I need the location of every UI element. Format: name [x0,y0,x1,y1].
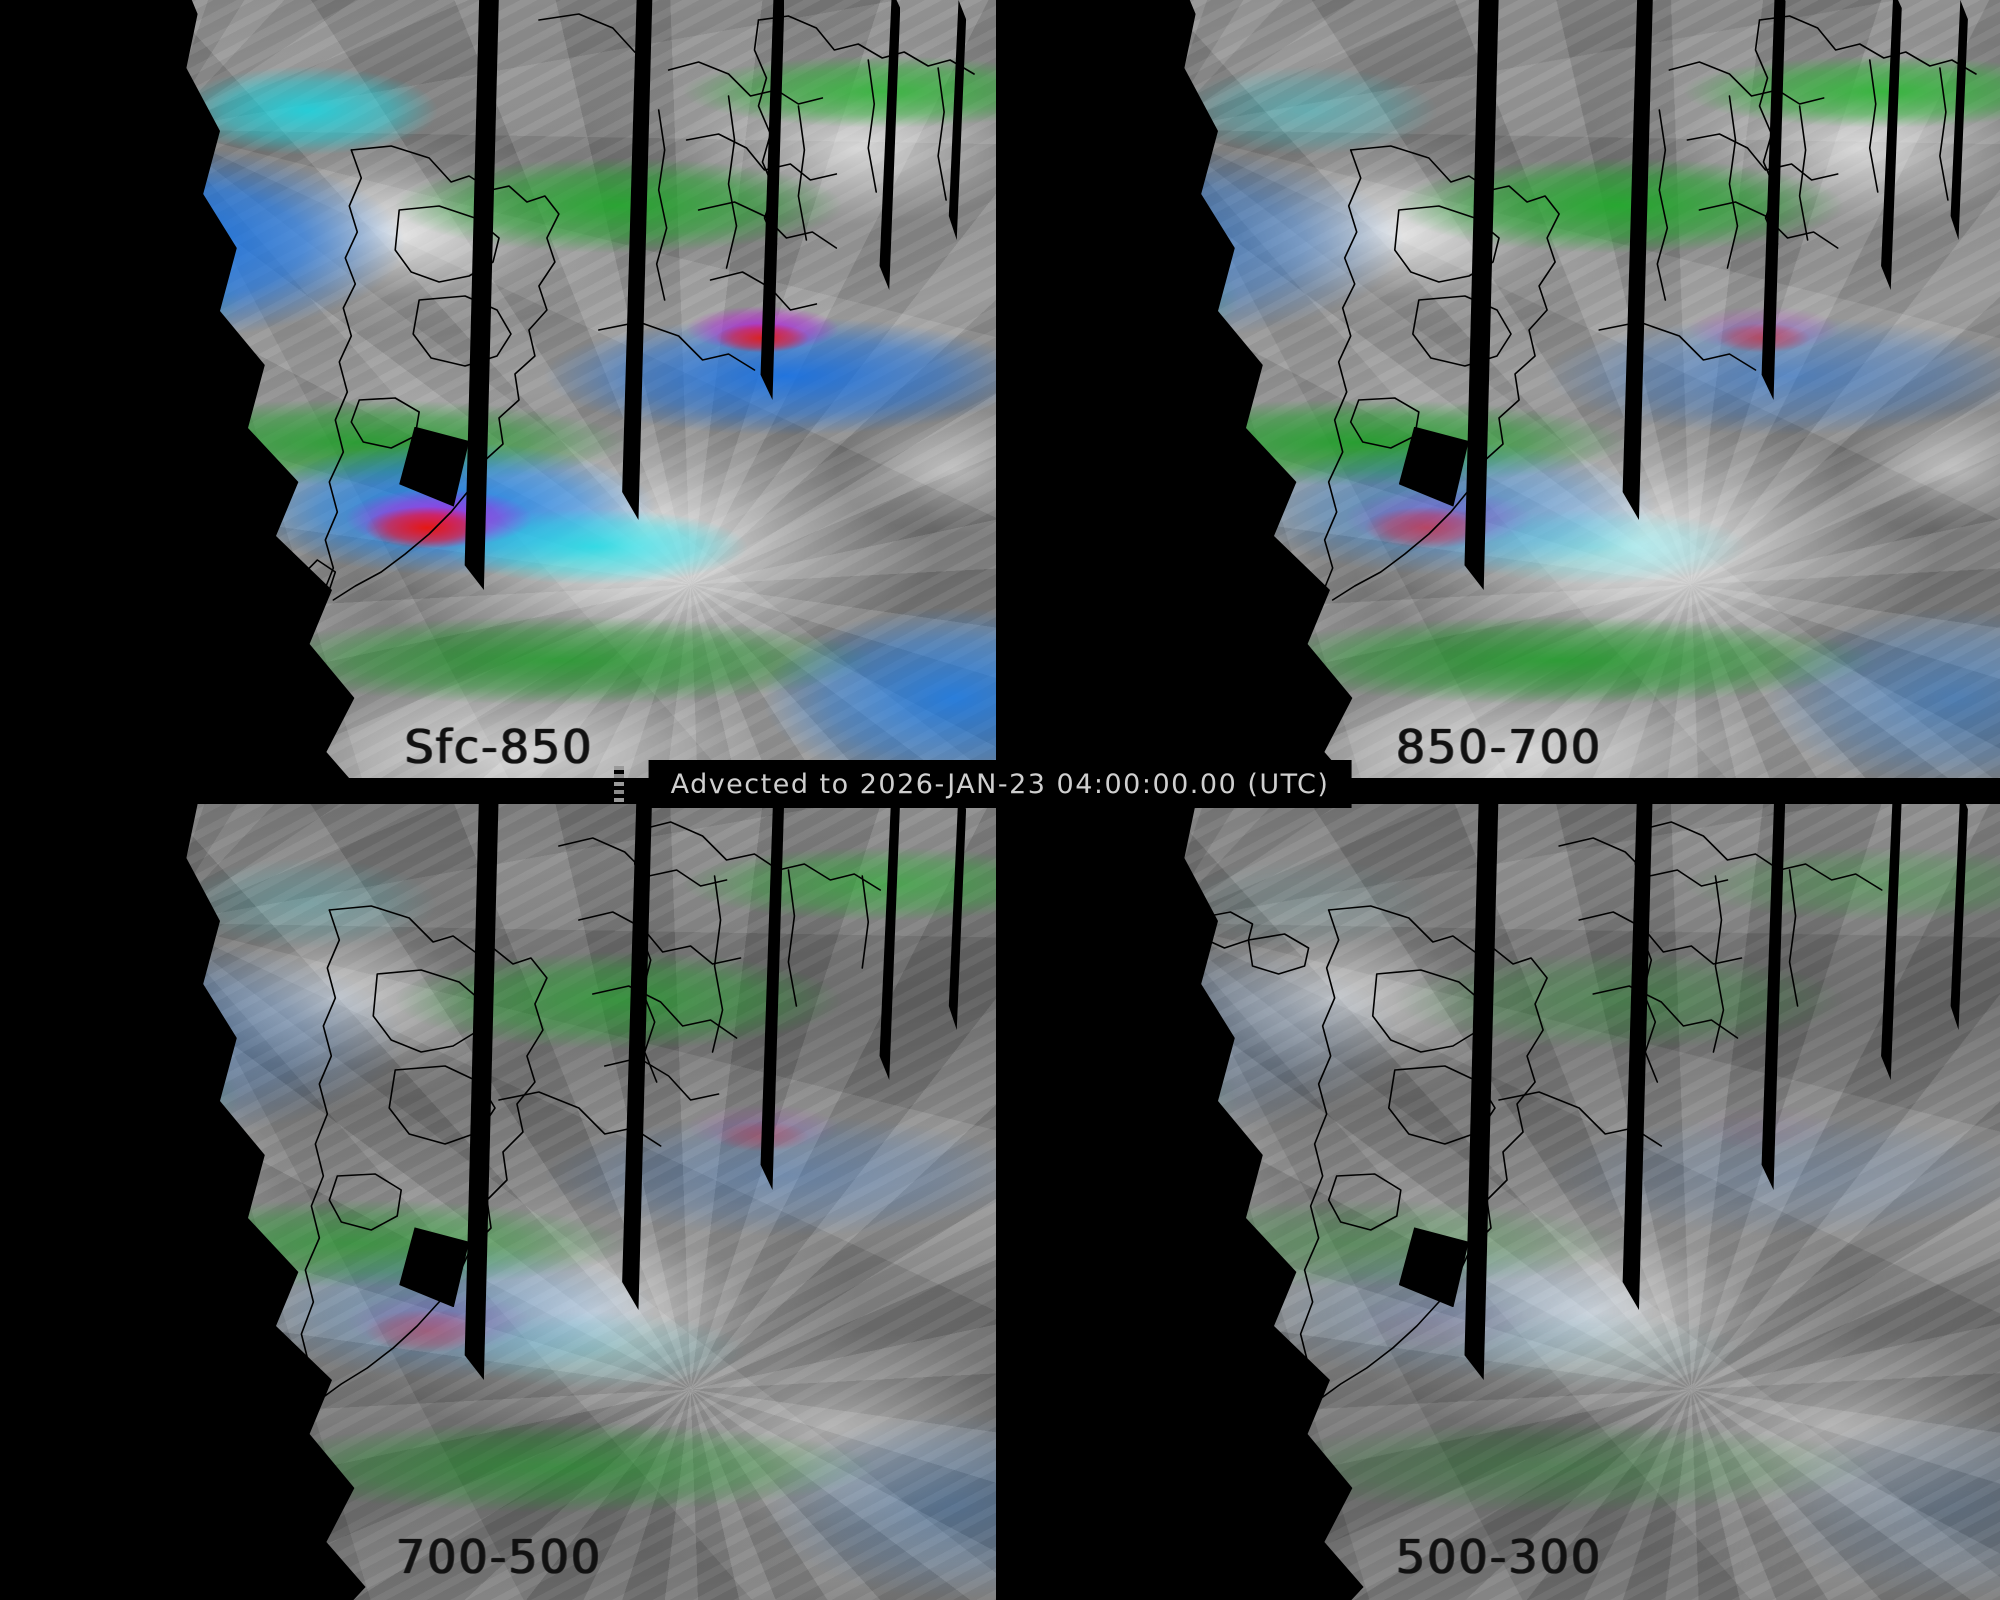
satellite-scan-gap [1761,0,1786,400]
panel-sfc-850[interactable]: Sfc-850 [0,0,998,790]
colorbar-tick-stub [614,766,624,804]
satellite-scan-gap [879,0,901,290]
satellite-scan-gap [1464,0,1499,590]
panel-850-700-canvas [998,0,2000,790]
satellite-scan-gap [622,790,653,1310]
panel-sfc-850-canvas [0,0,998,790]
panel-label-500-300: 500-300 [1395,1530,1603,1584]
satellite-scan-gap [879,790,901,1080]
satellite-scan-gap [1622,0,1654,520]
satellite-scan-gap [1398,1227,1469,1308]
satellite-scan-gap [1761,790,1786,1190]
panel-label-850-700: 850-700 [1395,720,1603,774]
satellite-scan-gap [948,790,967,1030]
satellite-scan-gap [399,1227,470,1308]
night-limb-mask [0,0,366,790]
satellite-scan-gap [464,790,500,1380]
panel-850-700[interactable]: 850-700 [998,0,2000,790]
panel-label-700-500: 700-500 [395,1530,603,1584]
satellite-scan-gap [1950,0,1968,240]
advection-time-banner: Advected to 2026-JAN-23 04:00:00.00 (UTC… [648,760,1352,808]
panel-700-500-canvas [0,790,998,1600]
panel-700-500[interactable]: 700-500 [0,790,998,1600]
satellite-scan-gap [622,0,653,520]
satellite-scan-gap [464,0,500,590]
satellite-scan-gap [948,0,967,240]
advection-time-text: Advected to 2026-JAN-23 04:00:00.00 (UTC… [670,768,1330,800]
satellite-scan-gap [1950,790,1968,1030]
panel-label-sfc-850: Sfc-850 [404,720,594,774]
satellite-scan-gap [1881,790,1902,1080]
night-limb-mask [0,790,366,1600]
night-limb-mask [998,0,1364,790]
satellite-scan-gap [1464,790,1499,1380]
night-limb-mask [998,790,1364,1600]
satellite-scan-gap [760,0,785,400]
satellite-scan-gap [1398,426,1469,507]
panel-500-300[interactable]: 500-300 [998,790,2000,1600]
satellite-scan-gap [1622,790,1654,1310]
panel-500-300-canvas [998,790,2000,1600]
satellite-scan-gap [399,426,470,507]
satellite-scan-gap [1881,0,1902,290]
satellite-scan-gap [760,790,785,1190]
